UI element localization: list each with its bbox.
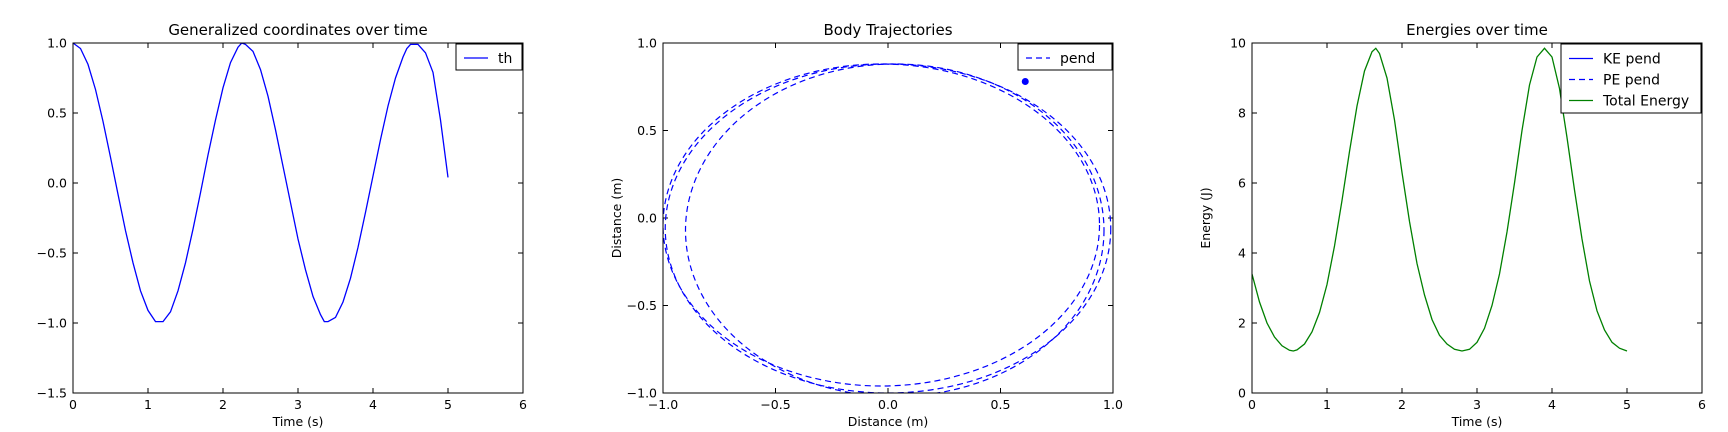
- y-tick-label: −1.0: [37, 316, 67, 331]
- legend-box: [1017, 43, 1113, 71]
- y-tick-label: 4: [1238, 246, 1246, 261]
- y-tick-label: 2: [1238, 316, 1246, 331]
- axes-frame: [72, 42, 524, 394]
- y-tick-label: −1.0: [627, 386, 657, 401]
- axes-frame: [662, 42, 1114, 394]
- y-tick-label: 0.5: [47, 106, 67, 121]
- y-tick-label: −0.5: [37, 246, 67, 261]
- legend-label: pend: [1060, 51, 1095, 67]
- x-tick-label: 5: [444, 397, 452, 412]
- x-tick-label: 3: [294, 397, 302, 412]
- x-tick-label: 1.0: [1103, 397, 1123, 412]
- x-tick-label: 5: [1623, 397, 1631, 412]
- legend-label: Total Energy: [1602, 94, 1689, 110]
- y-axis-label: Energy (J): [1198, 187, 1213, 248]
- y-tick-label: 0.5: [637, 123, 657, 138]
- coordinates-chart: Generalized coordinates over time 0 1 2 3 4 5 6…: [37, 21, 527, 429]
- legend-label: th: [498, 51, 512, 67]
- y-tick-label: 8: [1238, 106, 1246, 121]
- y-tick-label: −0.5: [627, 298, 657, 313]
- legend: th: [455, 43, 523, 71]
- y-tick-label: 10: [1230, 36, 1246, 51]
- chart-title: Generalized coordinates over time: [168, 21, 427, 39]
- x-axis-label: Time (s): [272, 414, 324, 429]
- trajectory-loop: [663, 63, 1101, 387]
- x-tick-label: 0.5: [991, 397, 1011, 412]
- legend-box: [455, 43, 523, 71]
- y-tick-label: −1.5: [37, 386, 67, 401]
- x-tick-label: 4: [1548, 397, 1556, 412]
- x-tick-label: 0.0: [878, 397, 898, 412]
- y-tick-label: 0.0: [637, 211, 657, 226]
- chart-title: Body Trajectories: [823, 21, 952, 39]
- x-tick-label: 0: [69, 397, 77, 412]
- chart-title: Energies over time: [1406, 21, 1548, 39]
- y-axis-label: Distance (m): [609, 178, 624, 259]
- x-tick-label: 0: [1248, 397, 1256, 412]
- x-tick-label: −0.5: [760, 397, 790, 412]
- x-tick-label: 6: [1698, 397, 1706, 412]
- legend: KE pend PE pend Total Energy: [1560, 43, 1702, 114]
- plot-area: [73, 43, 449, 323]
- trajectory-endpoint-marker: [1021, 78, 1029, 85]
- x-tick-label: 1: [144, 397, 152, 412]
- x-tick-label: 6: [519, 397, 527, 412]
- legend: pend: [1017, 43, 1113, 71]
- x-tick-label: 3: [1473, 397, 1481, 412]
- trajectories-chart: Body Trajectories −1.0 −0.5 0.0 0.5 1.0 −1.0 −0…: [609, 21, 1123, 429]
- y-tick-label: 1.0: [637, 36, 657, 51]
- x-tick-label: 2: [219, 397, 227, 412]
- x-tick-label: 1: [1323, 397, 1331, 412]
- energies-chart: Energies over time 0 1 2 3 4 5 6 0 2 4 6 8 10 Time (s)…: [1198, 21, 1706, 429]
- series-line-th: [73, 43, 449, 323]
- y-tick-label: 1.0: [47, 36, 67, 51]
- y-tick-label: 0: [1238, 386, 1246, 401]
- legend-box: [1560, 43, 1702, 114]
- plot-area: [663, 63, 1112, 393]
- x-axis-label: Time (s): [1451, 414, 1503, 429]
- y-tick-label: 6: [1238, 176, 1246, 191]
- x-tick-label: −1.0: [648, 397, 678, 412]
- axes-frame: [1251, 42, 1703, 394]
- legend-label: PE pend: [1603, 73, 1660, 89]
- legend-label: KE pend: [1603, 52, 1661, 68]
- x-tick-label: 4: [369, 397, 377, 412]
- x-axis-label: Distance (m): [848, 414, 929, 429]
- trajectory-loop: [684, 63, 1105, 393]
- y-tick-label: 0.0: [47, 176, 67, 191]
- x-tick-label: 2: [1398, 397, 1406, 412]
- trajectory-loop: [664, 63, 1112, 393]
